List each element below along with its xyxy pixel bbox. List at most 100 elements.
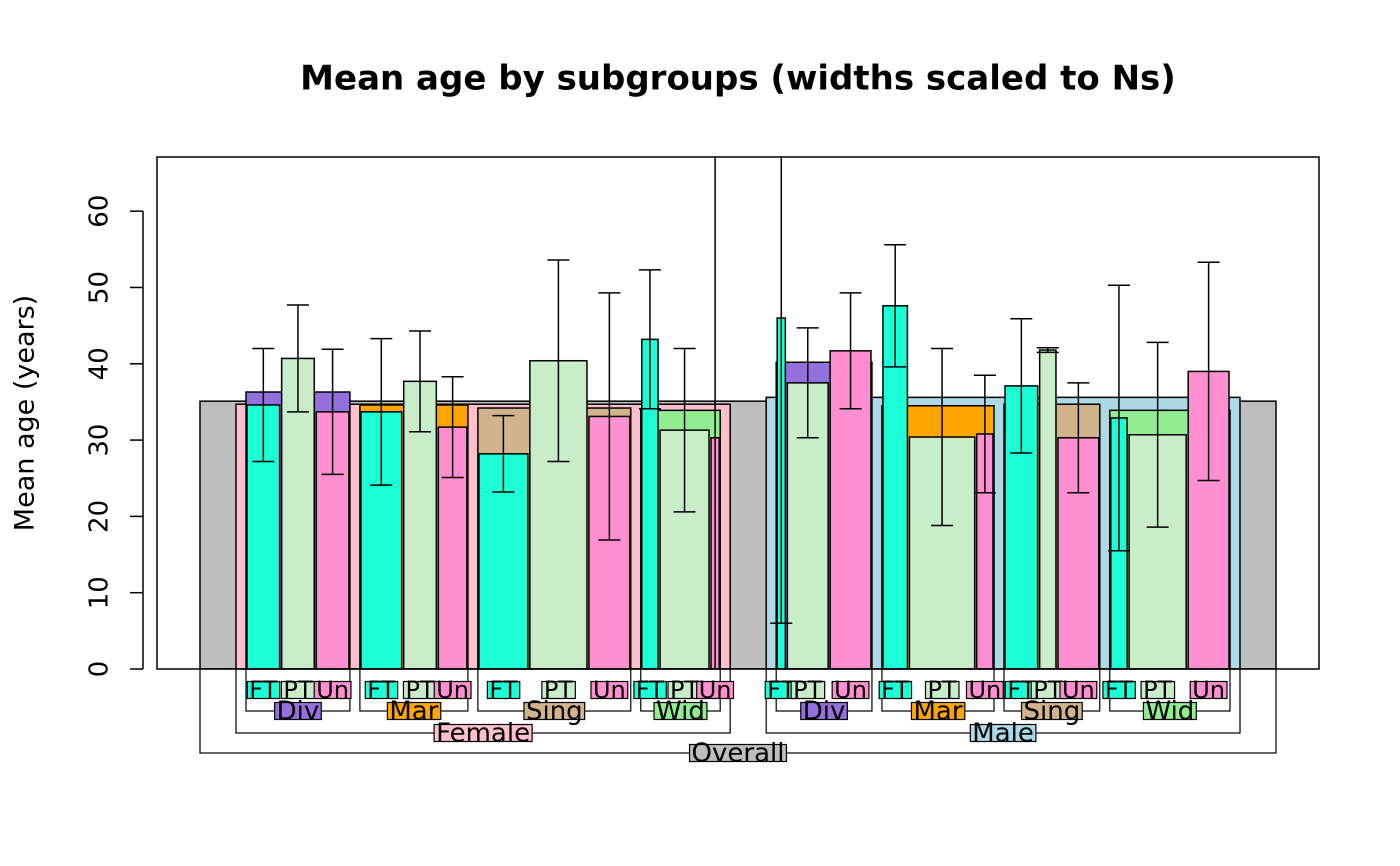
y-tick-label: 20 [85,500,115,533]
label-box [831,680,870,700]
group-label: Wid [1145,697,1194,727]
label-box [688,743,788,763]
group-label: PT [544,676,573,704]
group-label: PT [670,676,699,704]
group-label: Male [972,719,1034,749]
label-box [1142,701,1197,721]
group-label: Un [316,676,349,704]
group-label: Un [1192,676,1225,704]
group-label: FT [636,676,664,704]
label-box [653,701,708,721]
group-label: Female [436,719,530,749]
error-bar [714,157,716,669]
group-label: PT [283,676,312,704]
label-box [274,701,322,721]
error-bar [1010,318,1033,454]
error-bar [441,376,464,479]
error-bar [931,347,954,527]
group-label: FT [881,676,909,704]
label-box [590,680,629,700]
error-bar [973,374,996,494]
group-label: FT [489,676,517,704]
group-label: FT [249,676,277,704]
group-label: FT [1105,676,1133,704]
y-tick-label: 50 [85,271,115,304]
group-label: Un [436,676,469,704]
group-label: PT [793,676,822,704]
y-tick-label: 0 [85,661,115,678]
group-label: Wid [656,697,705,727]
error-bar [409,330,432,433]
y-axis-label: Mean age (years) [10,295,41,531]
error-bar [252,347,275,463]
label-box [433,723,533,743]
group-label: Div [277,697,320,727]
bar [315,411,350,669]
label-box [433,680,472,700]
group-label: PT [1143,676,1172,704]
group-label: Div [803,697,846,727]
label-box [696,680,735,700]
group-label: Sing [526,697,583,727]
label-box [800,701,848,721]
group-label: Un [834,676,867,704]
label-box [523,701,586,721]
label-box [1059,680,1098,700]
chart-title: Mean age by subgroups (widths scaled to … [300,59,1176,99]
label-box [486,680,521,700]
group-label: Un [1062,676,1095,704]
group-label: Sing [1024,697,1081,727]
error-bar [1107,284,1130,552]
group-label: PT [1033,676,1062,704]
label-box [878,680,913,700]
error-bar [1197,261,1220,482]
error-bar [547,259,570,463]
error-bar [796,327,819,439]
group-label: Overall [692,739,785,769]
error-bar [770,157,793,624]
error-bar [839,292,862,410]
label-box [364,680,399,700]
label-box [924,680,960,700]
label-box [965,680,1004,700]
group-label: PT [927,676,956,704]
plot-area [199,157,1277,669]
y-tick-label: 40 [85,347,115,380]
label-box [910,701,966,721]
label-box [1140,680,1176,700]
error-bar [1146,341,1169,528]
label-box [313,680,352,700]
label-box [1020,701,1083,721]
label-box [386,701,442,721]
error-bar [638,269,661,410]
y-tick-label: 30 [85,424,115,457]
group-label: Mar [389,697,438,727]
group-label: Un [968,676,1001,704]
label-box [1102,680,1136,700]
label-box [246,680,281,700]
label-box [541,680,576,700]
error-bar [321,348,344,476]
group-label: Un [699,676,732,704]
error-bar [1067,382,1090,494]
label-box [790,680,826,700]
error-bar [492,414,515,493]
bar [1004,385,1039,669]
error-bar [370,337,393,486]
group-label: PT [405,676,434,704]
y-axis: 0 10 20 30 40 50 60 [85,195,144,678]
y-tick-label: 60 [85,195,115,228]
error-bar [598,292,621,541]
group-label: FT [367,676,395,704]
bar [1038,349,1057,669]
label-box [633,680,667,700]
group-label: Un [593,676,626,704]
label-box [969,723,1037,743]
label-box [1189,680,1228,700]
error-bar [286,304,309,413]
group-label: Mar [913,697,962,727]
y-tick-label: 10 [85,576,115,609]
error-bar [673,347,696,513]
